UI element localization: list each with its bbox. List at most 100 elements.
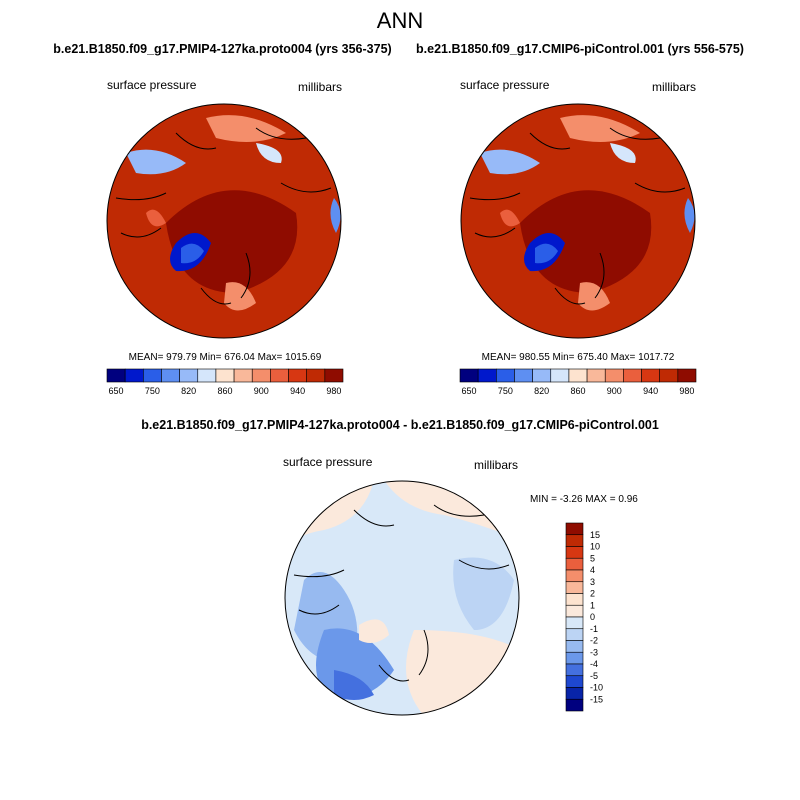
- panel2-low-east: [684, 198, 695, 233]
- diff-strong-negative: [334, 670, 374, 700]
- diff-colorbar-swatch: [565, 569, 584, 583]
- diff-colorbar-tick-label: -1: [590, 624, 598, 634]
- diff-colorbar-swatch: [565, 616, 584, 630]
- diff-colorbar-tick-label: 0: [590, 612, 595, 622]
- diff-colorbar-tick-label: 2: [590, 589, 595, 599]
- diff-colorbar-tick-label: 4: [590, 565, 595, 575]
- panel2-colorbar-swatch: [604, 368, 624, 383]
- diff-stats: MIN = -3.26 MAX = 0.96: [530, 494, 638, 505]
- diff-colorbar-tick-label: -15: [590, 694, 603, 704]
- panel2-colorbar-swatch: [532, 368, 552, 383]
- panel1-variable-label: surface pressure: [107, 78, 197, 92]
- diff-colorbar-swatch: [565, 675, 584, 688]
- panel1-colorbar-swatch: [143, 368, 162, 383]
- panel1-colorbar-swatch: [306, 368, 326, 383]
- panel2-colorbar-tick-label: 750: [498, 386, 513, 396]
- panel1-greenland-mid: [181, 243, 204, 264]
- panel2-colorbar-tick-label: 820: [534, 386, 549, 396]
- panel2-colorbar-swatch: [568, 368, 588, 383]
- panel1-mid-north: [206, 115, 286, 142]
- panel2-low-asia: [480, 149, 540, 175]
- panel2-title: b.e21.B1850.f09_g17.CMIP6-piControl.001 …: [416, 42, 744, 56]
- panel1-low-east: [330, 198, 341, 233]
- diff-colorbar-swatch: [565, 663, 584, 677]
- panel2-colorbar-swatch: [459, 368, 479, 383]
- diff-colorbar-swatch: [565, 581, 584, 594]
- panel1-colorbar-tick-label: 940: [290, 386, 305, 396]
- panel2-colorbar-tick-label: 980: [679, 386, 694, 396]
- panel1-colorbar-tick-label: 650: [109, 386, 124, 396]
- panel2-high-core: [520, 190, 652, 293]
- panel2-units-label: millibars: [652, 80, 697, 94]
- panel2-colorbar-swatch: [550, 368, 570, 383]
- diff-coastlines: [293, 504, 510, 682]
- diff-colorbar-swatch: [565, 698, 584, 712]
- panel1-colorbar-swatch: [179, 368, 199, 383]
- panel1-colorbar-tick-label: 750: [145, 386, 160, 396]
- panel2-mid-north: [560, 115, 640, 142]
- panel2-colorbar-tick-label: 650: [462, 386, 477, 396]
- panel2-colorbar-swatch: [641, 368, 660, 383]
- panel1-colorbar-swatch: [324, 368, 344, 383]
- figure-title: ANN: [376, 8, 424, 33]
- diff-colorbar-tick-label: 10: [590, 542, 600, 552]
- panel1-colorbar-swatch: [233, 368, 253, 383]
- diff-colorbar-tick-label: -2: [590, 636, 598, 646]
- panel1-high-core: [166, 190, 298, 293]
- panel1-colorbar-swatch: [124, 368, 144, 383]
- diff-colorbar-tick-label: 5: [590, 553, 595, 563]
- diff-colorbar-swatch: [565, 604, 584, 618]
- panel1-title: b.e21.B1850.f09_g17.PMIP4-127ka.proto004…: [53, 42, 392, 56]
- panel2-colorbar: 6507508208609009409801020: [459, 368, 697, 396]
- diff-colorbar-swatch: [565, 651, 584, 665]
- panel2-map-border: [460, 103, 696, 339]
- panel2-mid-west: [500, 209, 520, 227]
- panel2-colorbar-swatch: [586, 368, 606, 383]
- panel1-colorbar-tick-label: 980: [326, 386, 341, 396]
- panel2-colorbar-tick-label: 940: [643, 386, 658, 396]
- panel1-colorbar-swatch: [270, 368, 289, 383]
- diff-colorbar-swatch: [565, 522, 584, 536]
- panel1-mid-south: [224, 282, 256, 311]
- panel2-colorbar-swatch: [514, 368, 533, 383]
- panel1-colorbar-swatch: [288, 368, 307, 383]
- panel1-stats: MEAN= 979.79 Min= 676.04 Max= 1015.69: [128, 352, 322, 363]
- diff-polar-map: [284, 480, 520, 716]
- panel2-coastlines: [469, 127, 686, 305]
- diff-positive-se: [406, 630, 519, 715]
- diff-colorbar-swatch: [565, 557, 584, 571]
- panel2-greenland-mid: [535, 243, 558, 264]
- panel1-polar-map: [106, 103, 342, 339]
- panel2-stats: MEAN= 980.55 Min= 675.40 Max= 1017.72: [481, 352, 675, 363]
- panel2-colorbar-swatch: [477, 368, 497, 383]
- diff-negative-east: [453, 557, 514, 630]
- panel1-map-border: [106, 103, 342, 339]
- diff-colorbar-tick-label: 3: [590, 577, 595, 587]
- diff-colorbar-swatch: [565, 534, 584, 547]
- panel1-colorbar-swatch: [215, 368, 235, 383]
- panel2-low-north: [610, 143, 636, 163]
- diff-colorbar-tick-label: -5: [590, 671, 598, 681]
- panel1-colorbar-tick-label: 860: [217, 386, 232, 396]
- panel1-colorbar-swatch: [106, 368, 126, 383]
- panel2-colorbar-swatch: [659, 368, 679, 383]
- panel1-units-label: millibars: [298, 80, 343, 94]
- panel1-colorbar-swatch: [251, 368, 271, 383]
- diff-map-border: [284, 480, 520, 716]
- diff-colorbar-tick-label: -3: [590, 647, 598, 657]
- diff-positive-greenland: [359, 619, 389, 644]
- panel2-variable-label: surface pressure: [460, 78, 550, 92]
- panel2-colorbar-swatch: [496, 368, 515, 383]
- panel2-colorbar-swatch: [677, 368, 697, 383]
- panel1-colorbar: 6507508208609009409801020: [106, 368, 344, 396]
- panel1-colorbar-swatch: [161, 368, 180, 383]
- diff-colorbar-tick-label: -4: [590, 659, 598, 669]
- panel1-colorbar-tick-label: 820: [181, 386, 196, 396]
- diff-colorbar-swatch: [565, 640, 584, 653]
- panel2-colorbar-tick-label: 860: [570, 386, 585, 396]
- diff-colorbar-tick-label: -10: [590, 683, 603, 693]
- diff-colorbar-tick-label: 1: [590, 600, 595, 610]
- diff-title: b.e21.B1850.f09_g17.PMIP4-127ka.proto004…: [141, 418, 659, 432]
- diff-units-label: millibars: [474, 458, 519, 472]
